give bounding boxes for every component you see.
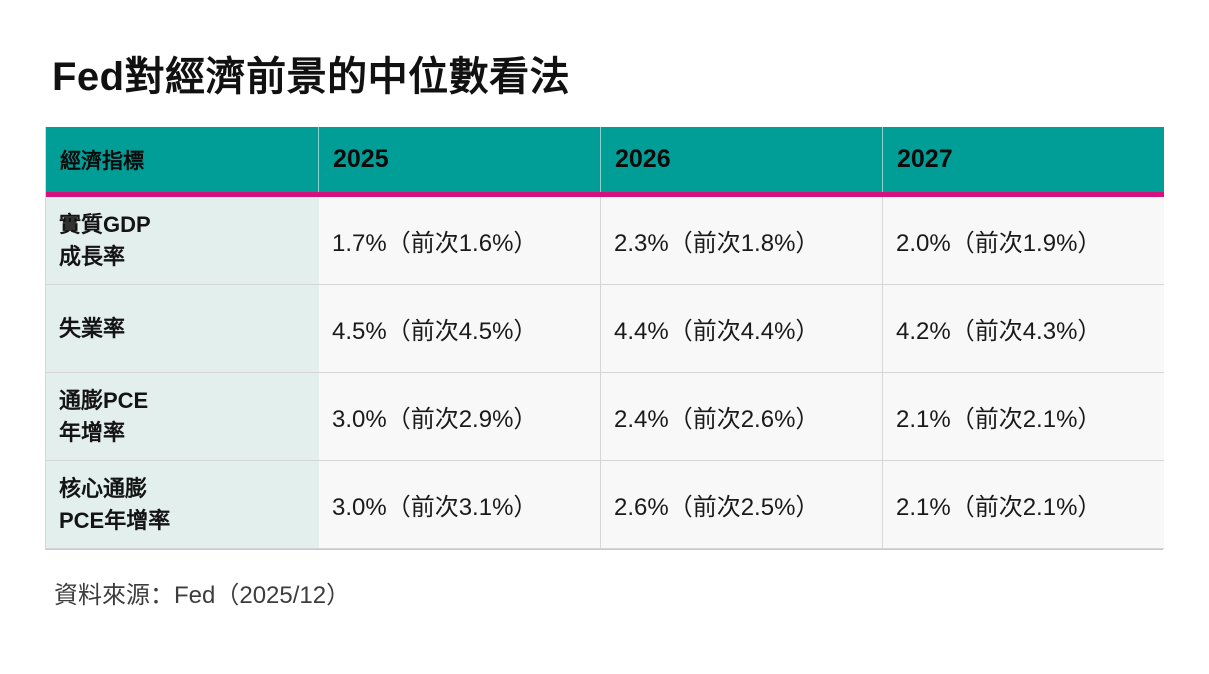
column-header-indicator: 經濟指標 <box>46 127 319 192</box>
table-cell-gdp-2025: 1.7%（前次1.6%） <box>319 197 601 285</box>
table-cell-pce-2026: 2.4%（前次2.6%） <box>601 373 883 461</box>
table-cell-pce-2027: 2.1%（前次2.1%） <box>883 373 1164 461</box>
row-header-core-pce-inflation: 核心通膨 PCE年增率 <box>46 461 319 549</box>
table-cell-core-pce-2025: 3.0%（前次3.1%） <box>319 461 601 549</box>
data-source-note: 資料來源：Fed（2025/12） <box>54 582 351 609</box>
table-cell-gdp-2026: 2.3%（前次1.8%） <box>601 197 883 285</box>
header-accent-rule <box>46 192 1164 197</box>
table-cell-pce-2025: 3.0%（前次2.9%） <box>319 373 601 461</box>
table-cell-unemployment-2027: 4.2%（前次4.3%） <box>883 285 1164 373</box>
column-header-2025: 2025 <box>319 127 601 192</box>
row-header-pce-inflation: 通膨PCE 年增率 <box>46 373 319 461</box>
row-header-unemployment: 失業率 <box>46 285 319 373</box>
table-cell-core-pce-2026: 2.6%（前次2.5%） <box>601 461 883 549</box>
economic-outlook-table: 經濟指標 2025 2026 2027 實質GDP 成長率 1.7%（前次1.6… <box>45 127 1164 550</box>
table-cell-gdp-2027: 2.0%（前次1.9%） <box>883 197 1164 285</box>
page-title: Fed對經濟前景的中位數看法 <box>52 55 571 99</box>
column-header-2027: 2027 <box>883 127 1164 192</box>
table-cell-unemployment-2025: 4.5%（前次4.5%） <box>319 285 601 373</box>
table-cell-unemployment-2026: 4.4%（前次4.4%） <box>601 285 883 373</box>
row-header-gdp: 實質GDP 成長率 <box>46 197 319 285</box>
table-cell-core-pce-2027: 2.1%（前次2.1%） <box>883 461 1164 549</box>
column-header-2026: 2026 <box>601 127 883 192</box>
